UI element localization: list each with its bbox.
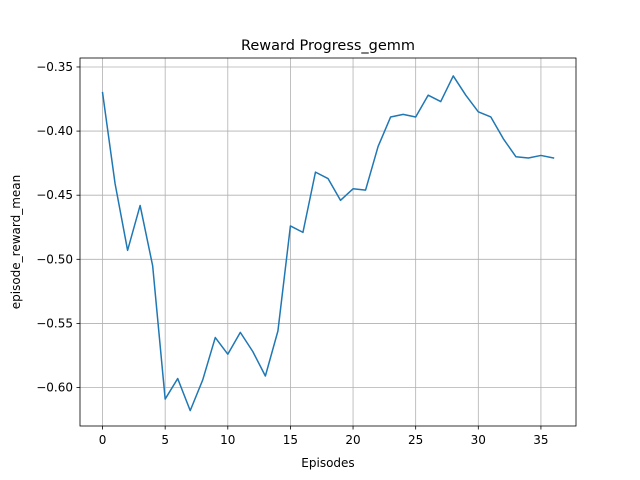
y-tick-label: −0.50 xyxy=(36,252,73,266)
y-tick-label: −0.45 xyxy=(36,188,73,202)
series-line xyxy=(101,75,555,412)
x-tick-label: 15 xyxy=(283,433,298,447)
y-tick-label: −0.55 xyxy=(36,316,73,330)
series xyxy=(101,75,555,412)
x-tick-label: 30 xyxy=(471,433,486,447)
x-axis-title: Episodes xyxy=(301,456,354,470)
x-tick-label: 10 xyxy=(220,433,235,447)
y-tick-label: −0.35 xyxy=(36,60,73,74)
chart-title: Reward Progress_gemm xyxy=(241,38,415,54)
y-axis-title: episode_reward_mean xyxy=(9,175,23,310)
grid xyxy=(80,58,576,426)
y-tick-label: −0.40 xyxy=(36,124,73,138)
ticks: 0 5 10 15 20 25 30 35 −0.35 −0.40 −0.45 −0.50 −0.55 −… xyxy=(36,60,548,447)
y-tick-label: −0.60 xyxy=(36,381,73,395)
x-tick-label: 0 xyxy=(99,433,107,447)
x-tick-label: 35 xyxy=(533,433,548,447)
x-tick-label: 25 xyxy=(408,433,423,447)
x-tick-label: 5 xyxy=(161,433,169,447)
x-tick-label: 20 xyxy=(345,433,360,447)
plot-frame xyxy=(79,57,577,427)
